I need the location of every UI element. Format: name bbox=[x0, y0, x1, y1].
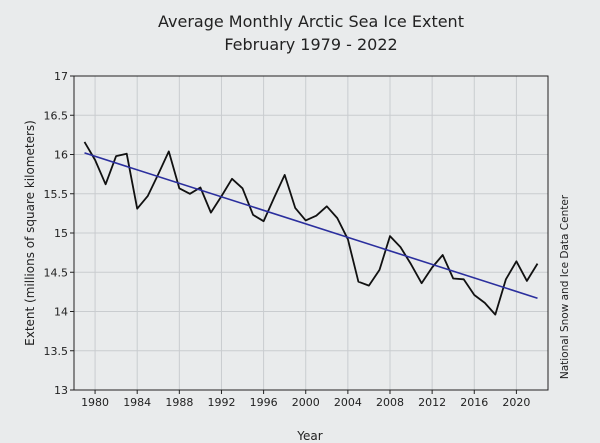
credit-label: National Snow and Ice Data Center bbox=[559, 194, 571, 379]
chart-title: Average Monthly Arctic Sea Ice Extent bbox=[158, 12, 464, 31]
y-axis-label: Extent (millions of square kilometers) bbox=[23, 120, 37, 346]
series-group bbox=[83, 141, 539, 316]
x-tick-label: 2020 bbox=[502, 396, 530, 409]
x-tick-label: 1996 bbox=[250, 396, 278, 409]
x-tick-label: 2016 bbox=[460, 396, 488, 409]
x-tick-label: 2000 bbox=[292, 396, 320, 409]
series-line-trend bbox=[84, 152, 538, 299]
grid bbox=[74, 75, 548, 391]
chart-subtitle: February 1979 - 2022 bbox=[224, 35, 397, 54]
y-tick-label: 16 bbox=[54, 149, 68, 162]
y-tick-label: 16.5 bbox=[44, 109, 69, 122]
x-tick-label: 1980 bbox=[81, 396, 109, 409]
y-tick-label: 15.5 bbox=[44, 188, 69, 201]
y-axis: 13 13.5 14 14.5 15 15.5 16 16.5 17 bbox=[44, 70, 74, 397]
series-line-extent bbox=[83, 141, 539, 316]
y-tick-label: 14.5 bbox=[44, 266, 69, 279]
y-tick-label: 13 bbox=[54, 384, 68, 397]
x-tick-label: 2004 bbox=[334, 396, 362, 409]
y-tick-label: 14 bbox=[54, 306, 68, 319]
x-tick-label: 2012 bbox=[418, 396, 446, 409]
x-tick-label: 1984 bbox=[123, 396, 151, 409]
x-tick-label: 1988 bbox=[165, 396, 193, 409]
x-tick-label: 1992 bbox=[207, 396, 235, 409]
x-axis-label: Year bbox=[296, 429, 322, 443]
x-tick-label: 2008 bbox=[376, 396, 404, 409]
x-axis: 1980 1984 1988 1992 1996 2000 2004 2008 2012 2016… bbox=[81, 390, 530, 409]
y-tick-label: 15 bbox=[54, 227, 68, 240]
y-tick-label: 13.5 bbox=[44, 345, 69, 358]
y-tick-label: 17 bbox=[54, 70, 68, 83]
